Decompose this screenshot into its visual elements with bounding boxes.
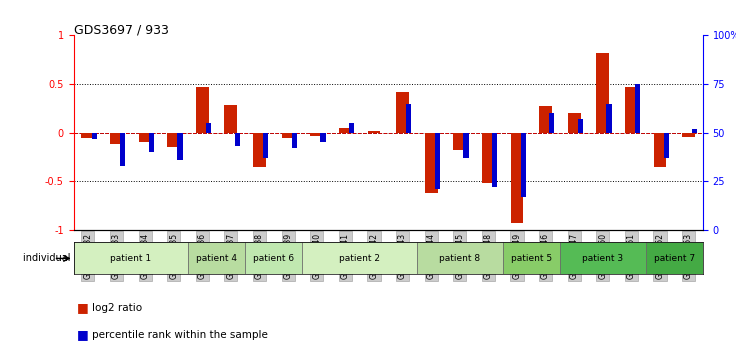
Bar <box>396 92 409 133</box>
Bar <box>625 87 638 133</box>
Bar <box>664 133 669 158</box>
Text: ■: ■ <box>77 328 89 341</box>
Bar <box>206 123 211 133</box>
Bar <box>425 133 438 193</box>
Bar <box>311 133 323 136</box>
Bar <box>578 119 583 133</box>
Bar <box>596 53 609 133</box>
Bar <box>110 133 123 144</box>
Bar <box>196 87 209 133</box>
Bar <box>138 133 152 143</box>
Bar <box>635 84 640 133</box>
Bar <box>693 129 698 133</box>
Text: GDS3697 / 933: GDS3697 / 933 <box>74 23 169 36</box>
Text: individual: individual <box>23 253 74 263</box>
Text: percentile rank within the sample: percentile rank within the sample <box>92 330 268 339</box>
Text: patient 5: patient 5 <box>511 254 552 263</box>
Bar <box>539 107 552 133</box>
Bar <box>464 133 469 158</box>
Bar <box>645 242 703 274</box>
Text: patient 1: patient 1 <box>110 254 152 263</box>
Bar <box>549 113 554 133</box>
Bar <box>417 242 503 274</box>
Bar <box>188 242 245 274</box>
Bar <box>482 133 495 183</box>
Bar <box>82 133 94 138</box>
Bar <box>349 123 354 133</box>
Bar <box>292 133 297 148</box>
Bar <box>235 133 240 147</box>
Bar <box>654 133 666 167</box>
Bar <box>367 131 381 133</box>
Bar <box>177 133 183 160</box>
Text: patient 4: patient 4 <box>196 254 237 263</box>
Bar <box>406 103 411 133</box>
Bar <box>149 133 154 152</box>
Bar <box>492 133 498 187</box>
Bar <box>120 133 125 166</box>
Text: patient 8: patient 8 <box>439 254 481 263</box>
Bar <box>606 103 612 133</box>
Bar <box>567 113 581 133</box>
Bar <box>302 242 417 274</box>
Bar <box>435 133 440 189</box>
Text: patient 7: patient 7 <box>654 254 695 263</box>
Bar <box>245 242 302 274</box>
Text: patient 3: patient 3 <box>582 254 623 263</box>
Bar <box>520 133 526 197</box>
Text: ■: ■ <box>77 302 89 314</box>
Bar <box>339 128 352 133</box>
Bar <box>263 133 269 158</box>
Bar <box>503 242 560 274</box>
Bar <box>253 133 266 167</box>
Text: patient 2: patient 2 <box>339 254 380 263</box>
Text: patient 6: patient 6 <box>253 254 294 263</box>
Bar <box>320 133 325 143</box>
Bar <box>91 133 96 139</box>
Bar <box>224 105 237 133</box>
Bar <box>511 133 523 223</box>
Bar <box>453 133 466 150</box>
Bar <box>74 242 188 274</box>
Bar <box>282 133 294 138</box>
Bar <box>682 133 695 137</box>
Text: log2 ratio: log2 ratio <box>92 303 142 313</box>
Bar <box>167 133 180 147</box>
Bar <box>560 242 645 274</box>
